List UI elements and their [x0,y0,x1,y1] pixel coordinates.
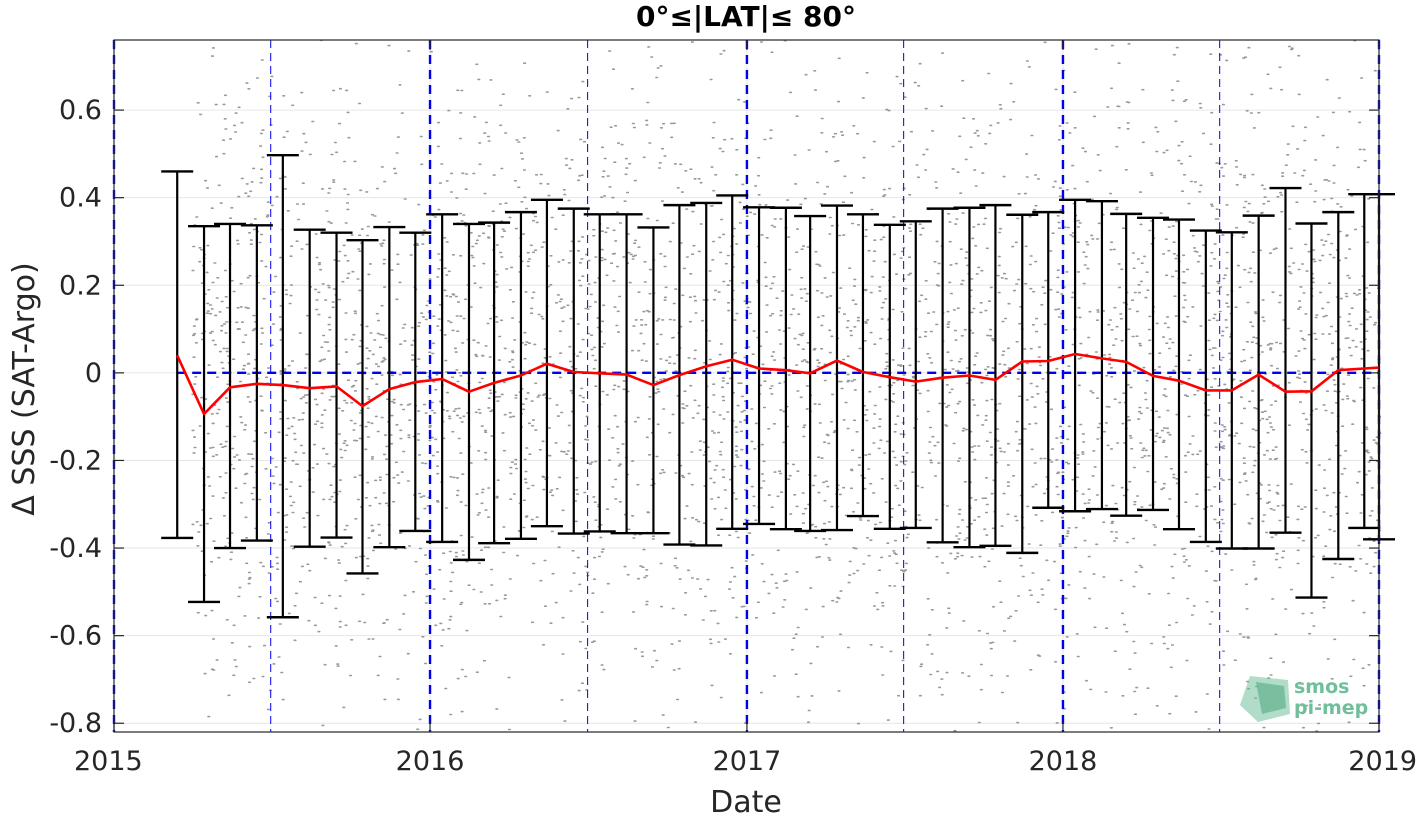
y-tick-label: -0.2 [49,445,102,476]
errorbar [716,194,749,530]
errorbar [1110,212,1143,517]
errorbar [1162,218,1195,531]
errorbar [1269,186,1302,534]
chart-title: 0°≤|LAT|≤ 80° [636,0,856,33]
y-tick-label: 0.6 [59,95,102,126]
errorbar [1085,199,1118,511]
errorbar [846,213,879,518]
logo-text-line1: smos [1294,676,1349,698]
errorbar [1137,216,1170,512]
y-tick-label: 0.2 [59,270,102,301]
y-tick-label: -0.6 [49,621,102,652]
errorbar [769,206,802,531]
x-tick-label: 2019 [1348,746,1417,777]
y-tick-label: -0.8 [49,708,102,739]
errorbar [953,206,986,549]
mean-line [176,352,1380,416]
smos-pi-mep-logo: smos pi-mep [1240,676,1368,722]
errorbar-layer [161,153,1395,619]
errorbar [1006,213,1039,555]
errorbar [979,203,1012,548]
errorbar [161,170,194,540]
errorbar [1242,214,1275,550]
y-axis-label: Δ SSS (SAT-Argo) [7,262,42,515]
x-tick-label: 2016 [396,746,465,777]
logo-text-line2: pi-mep [1294,697,1368,719]
x-tick-label: 2018 [1029,746,1098,777]
errorbar [1295,222,1328,599]
logo-shape-icon [1256,682,1286,714]
y-tick-label: 0.4 [59,183,102,214]
errorbar [820,204,853,532]
errorbar [1322,210,1355,561]
y-tick-label: 0 [85,358,102,389]
x-axis-label: Date [710,785,782,818]
errorbar [637,226,670,535]
mean-line-layer [176,352,1380,416]
y-tick-label: -0.4 [49,533,102,564]
errorbar [926,207,959,544]
errorbar [1189,229,1222,544]
errorbar [1059,198,1092,513]
x-tick-label: 2017 [713,746,782,777]
errorbar [373,225,406,549]
tick-layer: -0.8 -0.6 -0.4 -0.2 0 0.2 0.4 0.6 2015 2016 2017 20… [49,40,1417,777]
errorbar [743,206,776,526]
x-tick-label: 2015 [74,746,143,777]
errorbar [690,201,723,547]
errorbar [899,220,932,530]
